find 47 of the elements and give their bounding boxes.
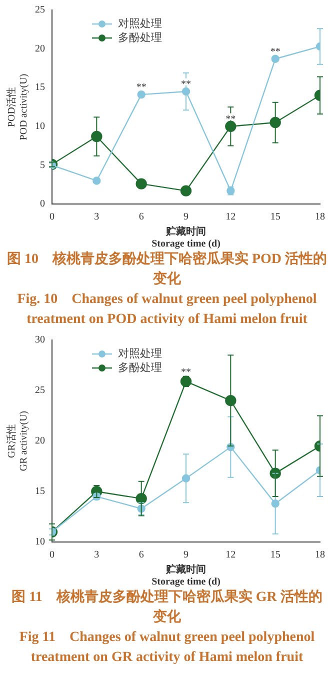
point: [136, 178, 147, 190]
y-tick-label: 0: [40, 198, 45, 210]
x-tick-label: 0: [50, 550, 54, 561]
y-tick-label: 25: [35, 385, 45, 396]
annotation: **: [181, 79, 191, 90]
caption: Fig 11 Changes of walnut green peel polyphenol treatment on GR activity of Hami melon fruit: [18, 629, 316, 667]
x-tick-label: 3: [94, 550, 100, 561]
annotation: **: [270, 46, 280, 58]
x-axis-title: 贮藏时间 Storage time (d): [152, 564, 220, 588]
y-tick-label: 20: [35, 436, 45, 447]
x-tick-label: 0: [50, 212, 54, 223]
y-tick-label: 30: [35, 334, 45, 346]
y-tick-label: 20: [35, 43, 45, 54]
caption: Fig. 10 Changes of walnut green peel polyphenol treatment on POD activity of Hami melon fruit: [16, 291, 318, 329]
x-tick-label: 9: [184, 550, 188, 561]
y-tick-label: 5: [40, 160, 45, 171]
point: [180, 185, 192, 196]
x-tick-label: 18: [315, 550, 325, 561]
legend-label: 对照处理: [118, 346, 162, 360]
y-axis-title: POD活性 POD activity(U): [6, 74, 30, 140]
annotation: **: [181, 366, 191, 378]
y-tick-label: 15: [35, 486, 45, 498]
x-tick-label: 15: [270, 550, 280, 561]
point: [270, 116, 281, 128]
legend-label: 对照处理: [118, 16, 162, 30]
annotation: **: [136, 82, 146, 94]
y-tick-label: 15: [35, 82, 45, 94]
point: [91, 130, 102, 142]
x-tick-label: 12: [226, 212, 236, 223]
y-tick-label: 10: [35, 121, 45, 132]
x-tick-label: 6: [138, 212, 144, 223]
legend-label: 多酚处理: [118, 30, 162, 44]
x-tick-label: 9: [184, 212, 188, 223]
x-tick-label: 12: [226, 550, 236, 561]
legend-label: 多酚处理: [118, 360, 162, 374]
caption: 图 11 核桃青皮多酚处理下哈密瓜果实 GR 活性的变化: [10, 588, 324, 627]
caption: 图 10 核桃青皮多酚处理下哈密瓜果实 POD 活性的变化: [6, 250, 328, 289]
y-tick-label: 25: [35, 4, 45, 16]
x-tick-label: 15: [270, 212, 280, 223]
annotation: **: [226, 114, 236, 125]
y-tick-label: 10: [35, 536, 45, 548]
x-tick-label: 3: [94, 212, 100, 223]
x-tick-label: 6: [138, 550, 144, 561]
y-axis-title: GR活性 GR activity(U): [6, 410, 30, 472]
x-axis-title: 贮藏时间 Storage time (d): [152, 226, 220, 250]
point: [225, 395, 236, 406]
x-tick-label: 18: [315, 212, 325, 223]
